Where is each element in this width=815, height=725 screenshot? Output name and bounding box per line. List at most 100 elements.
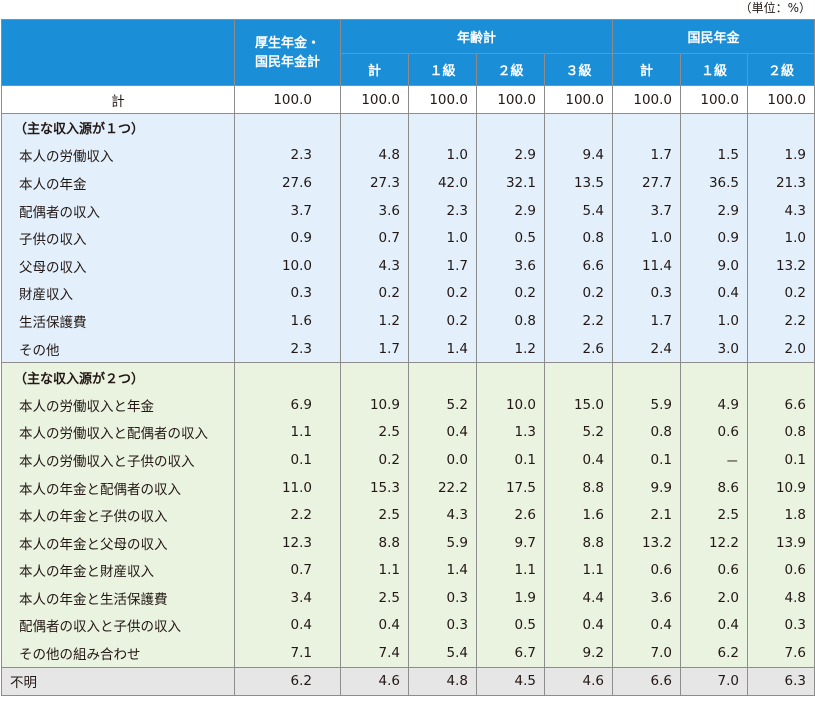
cell-value: 5.2 bbox=[543, 418, 614, 447]
cell-value: 1.1 bbox=[476, 556, 545, 585]
cell-value: 8.8 bbox=[543, 528, 614, 557]
table-body: 計 100.0 100.0 100.0 100.0 100.0 100.0 10… bbox=[1, 85, 815, 696]
cell-value: 12.3 bbox=[234, 528, 341, 557]
row-label: 配偶者の収入 bbox=[1, 196, 235, 225]
cell-value: 100.0 bbox=[476, 85, 545, 114]
cell-value: 9.4 bbox=[543, 141, 614, 170]
table-row: 本人の労働収入と年金 6.9 10.9 5.2 10.0 15.0 5.9 4.9 6.6 bbox=[1, 390, 815, 419]
section-title-row: （主な収入源が２つ） bbox=[1, 362, 815, 391]
cell-value: 2.2 bbox=[543, 307, 614, 335]
cell-value: 13.9 bbox=[747, 528, 815, 557]
cell-value: 1.4 bbox=[408, 556, 477, 585]
row-label: 子供の収入 bbox=[1, 224, 235, 252]
cell-value: 7.1 bbox=[234, 639, 341, 668]
row-label: 本人の年金と子供の収入 bbox=[1, 501, 235, 529]
cell-value: 2.5 bbox=[340, 501, 409, 529]
table-row: 配偶者の収入と子供の収入 0.4 0.4 0.3 0.5 0.4 0.4 0.4 0.3 bbox=[1, 611, 815, 640]
cell-value: 36.5 bbox=[680, 169, 749, 197]
cell-value: 100.0 bbox=[680, 85, 749, 114]
cell-value: 0.9 bbox=[234, 224, 341, 252]
cell-value: 0.2 bbox=[408, 307, 477, 335]
row-label: 本人の労働収入 bbox=[1, 141, 235, 170]
table-row: 本人の労働収入と配偶者の収入 1.1 2.5 0.4 1.3 5.2 0.8 0.6 0.8 bbox=[1, 418, 815, 447]
cell-value: 1.5 bbox=[680, 141, 749, 170]
cell-value: 0.0 bbox=[408, 446, 477, 474]
table-header: 厚生年金・ 国民年金計 年齢計 国民年金 計 １級 ２級 ３級 計 １級 ２級 bbox=[1, 19, 815, 86]
cell-value: 8.8 bbox=[340, 528, 409, 557]
row-label: その他 bbox=[1, 334, 235, 363]
header-blank bbox=[1, 19, 235, 86]
table-row: 本人の年金と生活保護費 3.4 2.5 0.3 1.9 4.4 3.6 2.0 4.8 bbox=[1, 584, 815, 612]
cell-value: 5.2 bbox=[408, 390, 477, 419]
cell-value: 1.3 bbox=[476, 418, 545, 447]
row-label: 本人の年金と配偶者の収入 bbox=[1, 473, 235, 502]
cell-value: 0.7 bbox=[234, 556, 341, 585]
cell-value: 10.9 bbox=[747, 473, 815, 502]
row-label: 計 bbox=[1, 85, 235, 114]
cell-value: 1.4 bbox=[408, 334, 477, 363]
row-label: 本人の労働収入と年金 bbox=[1, 390, 235, 419]
cell-empty bbox=[340, 113, 409, 142]
cell-value: 2.2 bbox=[747, 307, 815, 335]
cell-value: 0.5 bbox=[476, 611, 545, 640]
cell-value: 1.0 bbox=[680, 307, 749, 335]
cell-empty bbox=[476, 362, 545, 391]
cell-empty bbox=[408, 362, 477, 391]
cell-empty bbox=[612, 113, 682, 142]
cell-value: 15.0 bbox=[543, 390, 614, 419]
cell-value: 100.0 bbox=[543, 85, 614, 114]
cell-empty bbox=[543, 362, 614, 391]
row-label: 財産収入 bbox=[1, 279, 235, 308]
cell-value: 3.6 bbox=[612, 584, 682, 612]
cell-value: 1.9 bbox=[476, 584, 545, 612]
cell-value: 1.9 bbox=[747, 141, 815, 170]
cell-value: 2.5 bbox=[680, 501, 749, 529]
cell-value: 3.7 bbox=[234, 196, 341, 225]
cell-value: 2.2 bbox=[234, 501, 341, 529]
cell-value: 6.6 bbox=[543, 251, 614, 280]
cell-value: 0.8 bbox=[612, 418, 682, 447]
table-row: 本人の年金と配偶者の収入 11.0 15.3 22.2 17.5 8.8 9.9 8.6 10.… bbox=[1, 473, 815, 502]
cell-value: 0.8 bbox=[747, 418, 815, 447]
row-label: 本人の年金と生活保護費 bbox=[1, 584, 235, 612]
header-sub: ２級 bbox=[476, 53, 545, 86]
cell-value: 1.2 bbox=[340, 307, 409, 335]
cell-value: 0.8 bbox=[543, 224, 614, 252]
cell-value: 11.0 bbox=[234, 473, 341, 502]
cell-value: 4.3 bbox=[747, 196, 815, 225]
row-label: 本人の年金と父母の収入 bbox=[1, 528, 235, 557]
cell-value: 1.6 bbox=[234, 307, 341, 335]
cell-value: 0.3 bbox=[408, 584, 477, 612]
cell-empty bbox=[340, 362, 409, 391]
cell-empty bbox=[234, 113, 341, 142]
cell-value: 1.6 bbox=[543, 501, 614, 529]
row-label: 生活保護費 bbox=[1, 307, 235, 335]
row-label: 本人の年金と財産収入 bbox=[1, 556, 235, 585]
cell-value: 5.9 bbox=[612, 390, 682, 419]
cell-value: 2.0 bbox=[747, 334, 815, 363]
row-label: 不明 bbox=[1, 666, 235, 696]
header-sub: 計 bbox=[340, 53, 409, 86]
cell-value: 4.3 bbox=[408, 501, 477, 529]
table-row: 財産収入 0.3 0.2 0.2 0.2 0.2 0.3 0.4 0.2 bbox=[1, 279, 815, 308]
cell-value: 0.8 bbox=[476, 307, 545, 335]
cell-value: 3.7 bbox=[612, 196, 682, 225]
cell-value: 9.2 bbox=[543, 639, 614, 668]
cell-value: 3.4 bbox=[234, 584, 341, 612]
cell-value: 1.7 bbox=[340, 334, 409, 363]
table-row: 配偶者の収入 3.7 3.6 2.3 2.9 5.4 3.7 2.9 4.3 bbox=[1, 196, 815, 225]
cell-value: 10.9 bbox=[340, 390, 409, 419]
cell-value: 6.6 bbox=[747, 390, 815, 419]
cell-value: 1.2 bbox=[476, 334, 545, 363]
table-row: 本人の労働収入と子供の収入 0.1 0.2 0.0 0.1 0.4 0.1 － 0.1 bbox=[1, 446, 815, 474]
cell-value: 2.9 bbox=[680, 196, 749, 225]
cell-value: 15.3 bbox=[340, 473, 409, 502]
unit-note: （単位：%） bbox=[739, 1, 811, 15]
cell-value: 9.0 bbox=[680, 251, 749, 280]
cell-value: 6.3 bbox=[747, 666, 815, 696]
section-title-row: （主な収入源が１つ） bbox=[1, 113, 815, 142]
cell-value: 4.8 bbox=[340, 141, 409, 170]
cell-value: 0.7 bbox=[340, 224, 409, 252]
cell-value: 0.5 bbox=[476, 224, 545, 252]
cell-value: 0.2 bbox=[476, 279, 545, 308]
